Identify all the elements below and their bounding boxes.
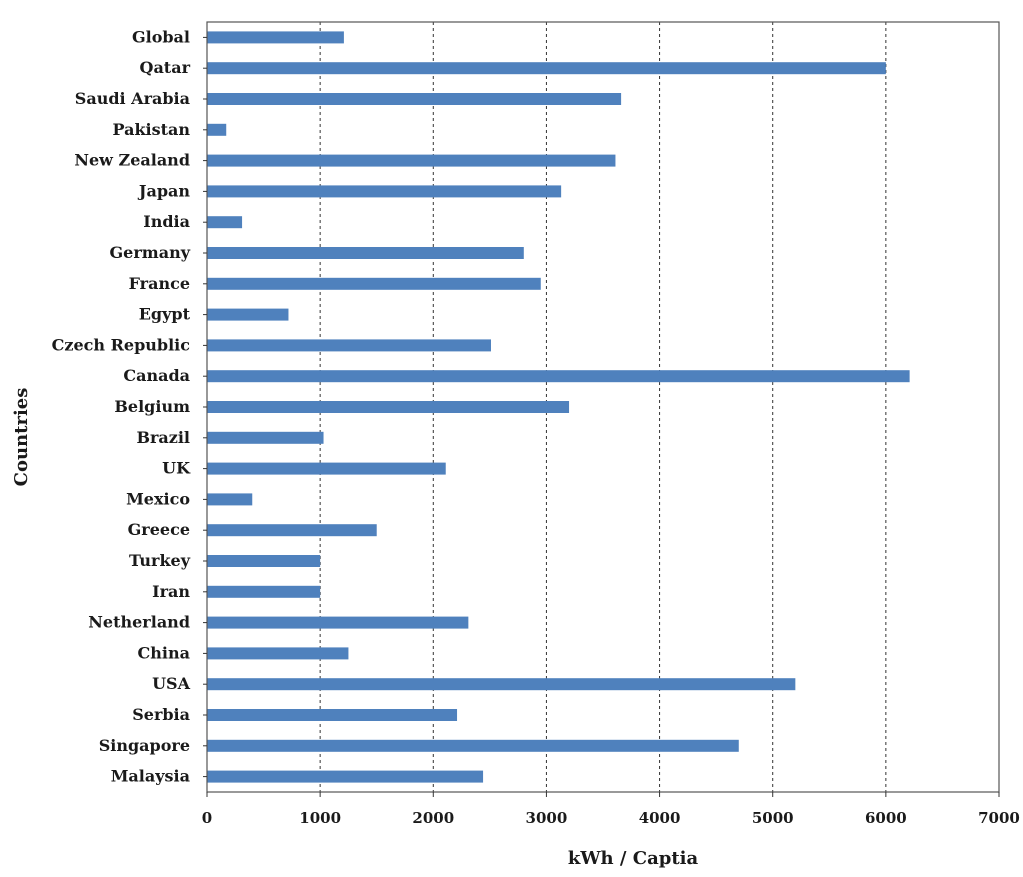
bar: [207, 431, 324, 444]
x-tick-label: 2000: [412, 809, 454, 827]
bar: [207, 678, 796, 691]
bar: [207, 739, 739, 752]
bar: [207, 123, 227, 136]
x-tick-label: 6000: [865, 809, 907, 827]
bar: [207, 216, 243, 229]
bar: [207, 31, 344, 44]
category-label: Brazil: [136, 428, 190, 447]
bars: [207, 31, 910, 783]
bar: [207, 555, 321, 567]
bar: [207, 493, 253, 506]
category-label: New Zealand: [74, 151, 190, 170]
category-label: Canada: [123, 366, 190, 385]
category-label: Turkey: [129, 551, 191, 570]
category-label: Global: [132, 27, 190, 46]
x-tick-label: 0: [202, 809, 212, 827]
category-label: Malaysia: [111, 767, 190, 786]
x-tick-label: 7000: [978, 809, 1020, 827]
bar: [207, 709, 458, 721]
bar: [207, 370, 910, 383]
x-axis-title: kWh / Captia: [568, 848, 699, 869]
category-label: Mexico: [126, 489, 190, 508]
bar: [207, 524, 377, 537]
category-label: Czech Republic: [52, 335, 191, 354]
category-label: Egypt: [139, 305, 191, 324]
category-label: Serbia: [132, 705, 190, 724]
category-label: Qatar: [140, 58, 191, 77]
bar: [207, 277, 541, 290]
bar: [207, 462, 446, 475]
bar: [207, 154, 616, 167]
bar: [207, 770, 484, 783]
bar: [207, 585, 321, 598]
category-label: Japan: [137, 181, 190, 200]
bar: [207, 93, 622, 105]
bar: [207, 339, 491, 352]
category-label: Singapore: [99, 736, 190, 755]
category-label: India: [143, 212, 190, 231]
bar: [207, 308, 289, 321]
category-label: France: [129, 274, 190, 293]
bar: [207, 647, 349, 660]
category-label: Netherland: [88, 613, 190, 632]
bar: [207, 401, 570, 413]
y-axis-title: Countries: [11, 388, 32, 487]
x-tick-label: 4000: [639, 809, 681, 827]
category-label: USA: [152, 674, 191, 693]
x-tick-label: 1000: [299, 809, 341, 827]
x-tick-label: 5000: [752, 809, 794, 827]
category-label: China: [138, 643, 190, 662]
bar: [207, 185, 562, 198]
category-label: Germany: [110, 243, 191, 262]
category-labels: Global Qatar Saudi Arabia Pakistan New Zeala…: [52, 27, 207, 786]
category-label: Greece: [128, 520, 190, 539]
bar: [207, 616, 469, 629]
category-label: Pakistan: [112, 120, 190, 139]
category-label: Iran: [152, 582, 190, 601]
bar: [207, 247, 524, 259]
category-label: UK: [162, 459, 191, 478]
x-tick-label: 3000: [526, 809, 568, 827]
x-axis-ticks: 0 1000 2000 3000 4000 5000 6000 7000: [202, 792, 1020, 827]
category-label: Saudi Arabia: [75, 89, 190, 108]
category-label: Belgium: [114, 397, 190, 416]
bar: [207, 62, 886, 75]
